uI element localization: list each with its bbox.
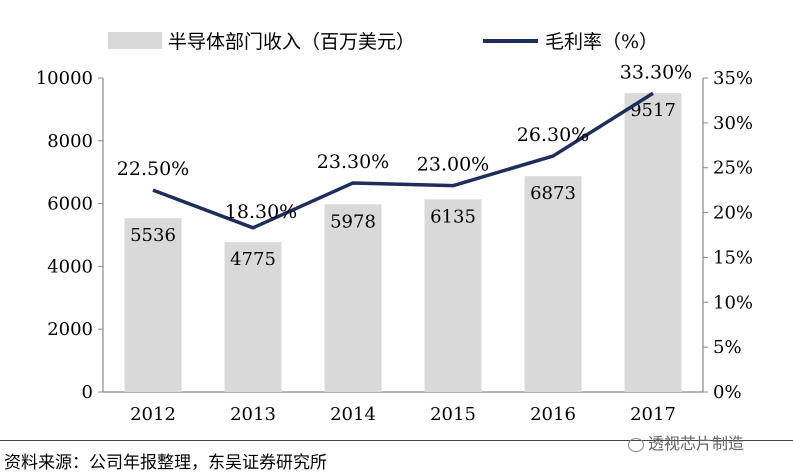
y-left-tick-label: 8000 [47, 131, 93, 152]
y-right-tick-label: 0% [713, 382, 742, 403]
source-note: 资料来源：公司年报整理，东吴证券研究所 [4, 453, 327, 473]
line-label: 23.00% [417, 154, 489, 176]
wechat-icon [628, 437, 644, 452]
y-right-tick-label: 30% [713, 113, 753, 134]
bar-labels: 5536 4775 5978 6135 6873 9517 [130, 100, 676, 270]
y-left-tick-label: 4000 [47, 256, 93, 277]
y-right-tick-label: 35% [713, 68, 753, 89]
bar-label: 9517 [630, 100, 676, 121]
bar-label: 5978 [330, 211, 376, 232]
bar [124, 218, 182, 392]
y-right-tick-label: 15% [713, 247, 753, 268]
bar-label: 6873 [530, 183, 576, 204]
watermark: 透视芯片制造 [628, 430, 744, 454]
footer-divider [0, 440, 793, 441]
x-tick-label: 2015 [430, 404, 476, 425]
bar-label: 5536 [130, 225, 176, 246]
bar [624, 93, 682, 392]
line-series [152, 91, 654, 230]
y-left-tick-label: 10000 [36, 68, 93, 89]
legend-bar-swatch [108, 32, 162, 49]
axes: 0 2000 4000 6000 8000 10000 0% 5% 10% 15% 20% 25% 30… [36, 68, 753, 425]
line-label: 26.30% [517, 124, 589, 146]
x-tick-label: 2016 [530, 404, 576, 425]
bar [324, 204, 382, 392]
y-right-tick-label: 5% [713, 337, 742, 358]
bar [424, 199, 482, 392]
watermark-text: 透视芯片制造 [648, 434, 745, 453]
line-label: 33.30% [620, 61, 692, 83]
legend-bar-label: 半导体部门收入（百万美元） [168, 31, 415, 53]
x-tick-label: 2012 [130, 404, 176, 425]
bar-label: 4775 [230, 249, 276, 270]
y-left-tick-label: 2000 [47, 319, 93, 340]
legend: 半导体部门收入（百万美元） 毛利率（%） [108, 31, 658, 53]
y-left-tick-label: 6000 [47, 194, 93, 215]
margin-line [152, 91, 654, 230]
bars [124, 93, 682, 392]
chart: 半导体部门收入（百万美元） 毛利率（%） 0 2000 4000 6000 8000 10… [36, 31, 753, 425]
line-label: 22.50% [117, 158, 189, 180]
y-right-tick-label: 10% [713, 292, 753, 313]
line-labels: 22.50% 18.30% 23.30% 23.00% 26.30% 33.30% [117, 61, 692, 223]
line-label: 23.30% [317, 151, 389, 173]
bar-label: 6135 [430, 206, 476, 227]
x-tick-label: 2013 [230, 404, 276, 425]
y-left-tick-label: 0 [82, 382, 93, 403]
y-right-tick-label: 20% [713, 203, 753, 224]
legend-line-label: 毛利率（%） [545, 31, 658, 53]
bar [224, 242, 282, 392]
bar [524, 176, 582, 392]
x-tick-label: 2017 [630, 404, 676, 425]
x-tick-label: 2014 [330, 404, 376, 425]
y-right-tick-label: 25% [713, 158, 753, 179]
line-label: 18.30% [225, 201, 297, 223]
